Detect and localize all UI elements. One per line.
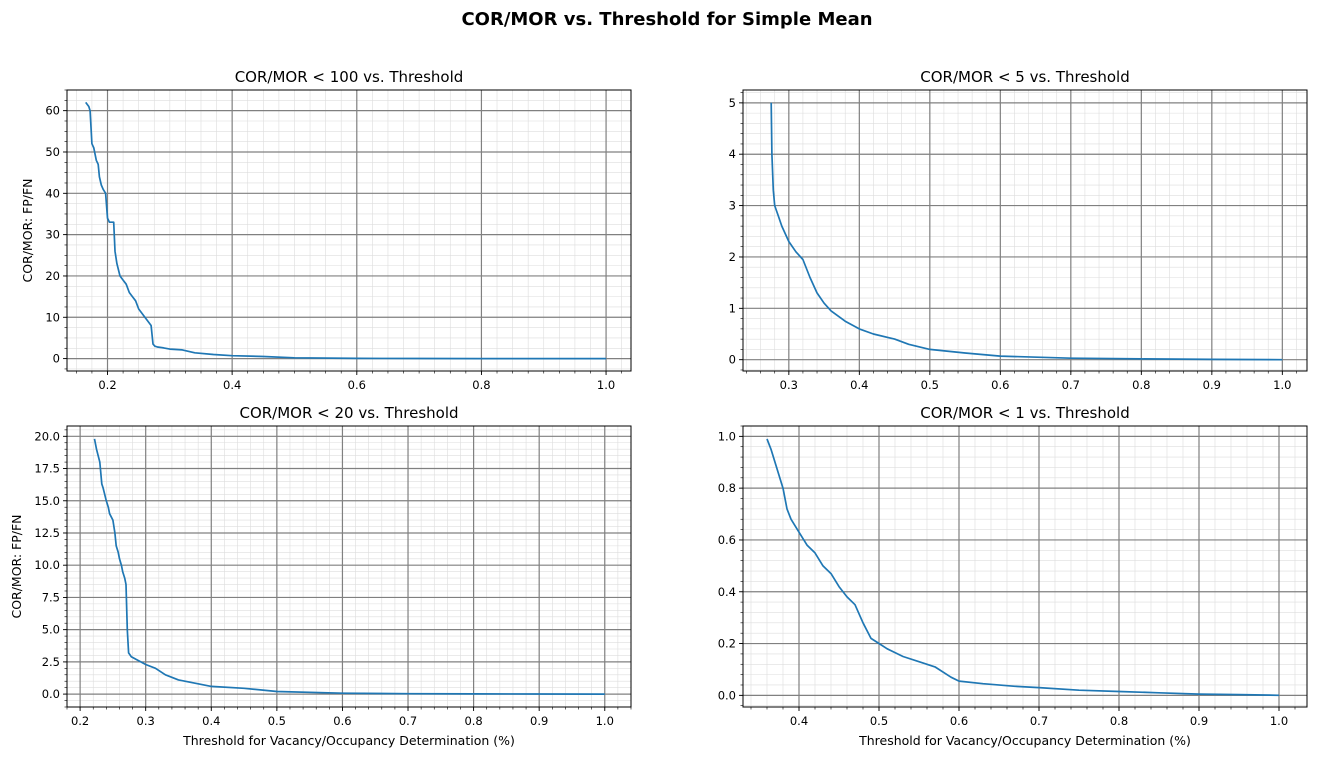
series-line [85, 101, 607, 360]
x-tick-label: 0.3 [137, 714, 155, 728]
subplot-title: COR/MOR < 5 vs. Threshold [920, 68, 1130, 86]
x-tick-label: 0.4 [202, 714, 220, 728]
y-tick-label: 0.4 [718, 585, 736, 599]
y-tick-label: 0.0 [42, 687, 60, 701]
y-axis-label: COR/MOR: FP/FN [20, 178, 35, 282]
y-tick-label: 5.0 [42, 623, 60, 637]
series-line [93, 438, 605, 695]
x-tick-label: 0.2 [98, 378, 116, 392]
y-tick-label: 20 [45, 269, 60, 283]
series-line [770, 102, 1283, 361]
y-tick-label: 5 [729, 96, 736, 110]
y-tick-label: 2.5 [42, 655, 60, 669]
y-tick-label: 0 [729, 353, 736, 367]
x-tick-label: 0.4 [223, 378, 241, 392]
y-tick-label: 1 [729, 301, 736, 315]
y-tick-label: 20.0 [34, 429, 60, 443]
y-tick-label: 3 [729, 199, 736, 213]
y-tick-label: 0.2 [718, 637, 736, 651]
x-tick-label: 1.0 [596, 714, 614, 728]
y-tick-label: 60 [45, 104, 60, 118]
x-tick-label: 1.0 [1273, 378, 1291, 392]
x-tick-label: 0.9 [1203, 378, 1221, 392]
x-tick-label: 0.7 [399, 714, 417, 728]
y-tick-label: 40 [45, 186, 60, 200]
subplot-title: COR/MOR < 1 vs. Threshold [920, 404, 1130, 422]
x-tick-label: 1.0 [1270, 714, 1288, 728]
x-tick-label: 0.6 [348, 378, 366, 392]
x-tick-label: 0.8 [464, 714, 482, 728]
plot-frame [742, 425, 1308, 708]
y-tick-label: 0.0 [718, 688, 736, 702]
x-tick-label: 0.6 [333, 714, 351, 728]
x-axis-label: Threshold for Vacancy/Occupancy Determin… [858, 733, 1191, 748]
x-tick-label: 0.9 [1190, 714, 1208, 728]
x-tick-label: 0.5 [921, 378, 939, 392]
plot-frame [742, 89, 1308, 372]
plot-frame [66, 89, 632, 372]
y-tick-label: 15.0 [34, 494, 60, 508]
y-tick-label: 0.6 [718, 533, 736, 547]
subplot-title: COR/MOR < 20 vs. Threshold [239, 404, 458, 422]
x-tick-label: 0.3 [780, 378, 798, 392]
plot-frame [66, 425, 632, 708]
x-axis-label: Threshold for Vacancy/Occupancy Determin… [182, 733, 515, 748]
y-tick-label: 30 [45, 228, 60, 242]
y-tick-label: 50 [45, 145, 60, 159]
subplot-title: COR/MOR < 100 vs. Threshold [235, 68, 464, 86]
y-axis-label: COR/MOR: FP/FN [9, 514, 24, 618]
x-tick-label: 0.4 [850, 378, 868, 392]
y-tick-label: 0.8 [718, 481, 736, 495]
subplot-4: 0.4 0.5 0.6 0.7 0.8 0.9 1.0 0.0 0.2 0.4 0.6 0.8 1.0 C… [718, 404, 1308, 748]
figure-title: COR/MOR vs. Threshold for Simple Mean [461, 9, 872, 30]
x-tick-label: 0.7 [1062, 378, 1080, 392]
x-tick-label: 0.8 [1110, 714, 1128, 728]
subplot-3: 0.2 0.3 0.4 0.5 0.6 0.7 0.8 0.9 1.0 0.0 2.5 5.0 7.5 1… [9, 404, 632, 748]
x-tick-label: 0.9 [530, 714, 548, 728]
x-tick-label: 0.2 [71, 714, 89, 728]
x-tick-label: 0.5 [870, 714, 888, 728]
x-tick-label: 0.8 [1132, 378, 1150, 392]
y-tick-label: 10.0 [34, 558, 60, 572]
y-tick-label: 2 [729, 250, 736, 264]
x-tick-label: 0.6 [950, 714, 968, 728]
x-tick-label: 0.5 [268, 714, 286, 728]
series-line [766, 438, 1280, 697]
y-tick-label: 10 [45, 310, 60, 324]
subplot-2: 0.3 0.4 0.5 0.6 0.7 0.8 0.9 1.0 0 1 2 3 4 5 COR/MOR < … [729, 68, 1308, 392]
y-tick-label: 12.5 [34, 526, 60, 540]
y-tick-label: 1.0 [718, 429, 736, 443]
x-tick-label: 0.6 [991, 378, 1009, 392]
y-tick-label: 4 [729, 147, 736, 161]
y-tick-label: 7.5 [42, 590, 60, 604]
y-tick-label: 0 [53, 352, 60, 366]
x-tick-label: 0.4 [790, 714, 808, 728]
x-tick-label: 1.0 [597, 378, 615, 392]
x-tick-label: 0.8 [472, 378, 490, 392]
subplot-1: 0.2 0.4 0.6 0.8 1.0 0 10 20 30 40 50 60 COR/MOR < 10… [20, 68, 632, 392]
x-tick-label: 0.7 [1030, 714, 1048, 728]
y-tick-label: 17.5 [34, 462, 60, 476]
